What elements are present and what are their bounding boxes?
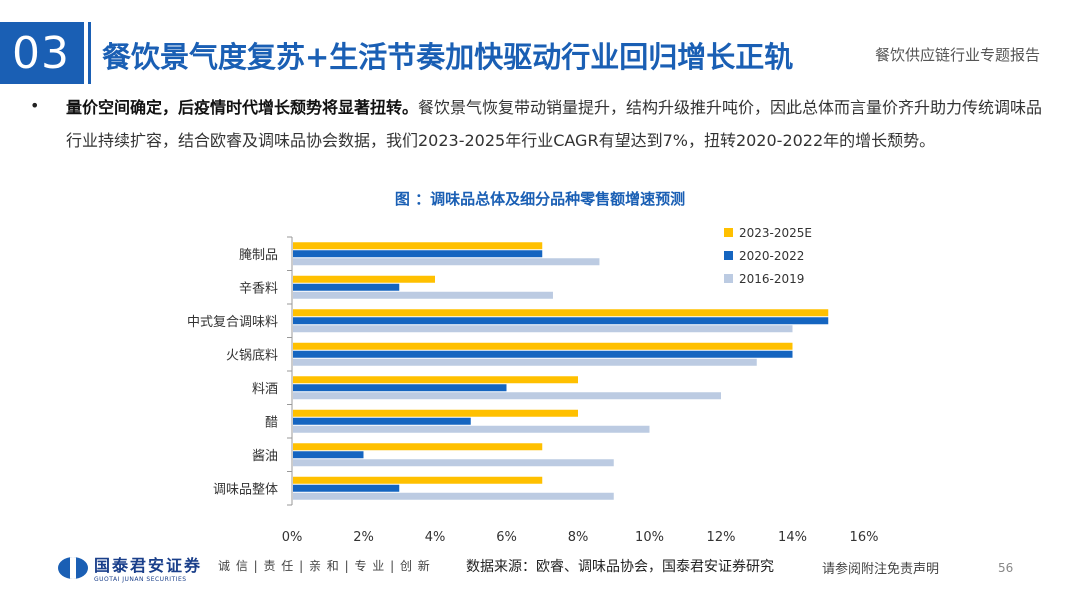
- bar-2023-2025E: [293, 242, 543, 250]
- x-tick-label: 12%: [707, 530, 736, 545]
- bar-2023-2025E: [293, 376, 578, 384]
- category-label: 调味品整体: [213, 482, 278, 497]
- data-source: 数据来源：欧睿、调味品协会，国泰君安证券研究: [466, 559, 774, 575]
- bar-2020-2022: [293, 317, 829, 325]
- legend-label: 2023-2025E: [739, 226, 812, 240]
- legend-swatch: [724, 251, 733, 260]
- body-paragraph: 量价空间确定，后疫情时代增长颓势将显著扭转。餐饮景气恢复带动销量提升，结构升级推…: [66, 91, 1056, 157]
- disclaimer-link: 请参阅附注免责声明: [822, 562, 940, 577]
- bullet-dot: •: [30, 96, 40, 115]
- company-logo: 国泰君安证券 GUOTAI JUNAN SECURITIES: [58, 552, 202, 583]
- category-label: 火锅底料: [226, 347, 278, 363]
- report-name: 餐饮供应链行业专题报告: [874, 46, 1040, 64]
- bar-2020-2022: [293, 417, 471, 425]
- bar-2023-2025E: [293, 309, 829, 317]
- bar-2023-2025E: [293, 476, 543, 484]
- bar-2016-2019: [293, 358, 757, 366]
- x-tick-label: 14%: [778, 530, 807, 545]
- bar-2016-2019: [293, 392, 721, 400]
- body-sentence: 餐饮景气恢复带动销量提升，结构升级推升吨价，因此总体而言量价齐升助力传统调味品行…: [66, 98, 1043, 150]
- legend-swatch: [724, 228, 733, 237]
- bar-2016-2019: [293, 425, 650, 433]
- lead-sentence: 量价空间确定，后疫情时代增长颓势将显著扭转。: [66, 98, 419, 117]
- bar-2023-2025E: [293, 275, 435, 283]
- bar-2020-2022: [293, 484, 400, 492]
- category-label: 料酒: [252, 382, 278, 397]
- legend-label: 2020-2022: [739, 249, 804, 263]
- logo-emblem-icon: [58, 556, 88, 579]
- bar-2023-2025E: [293, 409, 578, 417]
- bar-2020-2022: [293, 350, 793, 358]
- category-label: 酱油: [252, 449, 278, 464]
- bar-2023-2025E: [293, 443, 543, 451]
- logo-name-en: GUOTAI JUNAN SECURITIES: [94, 576, 187, 583]
- page-title: 餐饮景气度复苏+生活节奏加快驱动行业回归增长正轨: [102, 40, 794, 74]
- bar-2020-2022: [293, 283, 400, 291]
- bar-2016-2019: [293, 258, 600, 266]
- bar-2020-2022: [293, 250, 543, 258]
- legend-label: 2016-2019: [739, 272, 804, 286]
- page-number: 56: [998, 561, 1014, 575]
- bar-2016-2019: [293, 459, 614, 467]
- company-motto: 诚 信 | 责 任 | 亲 和 | 专 业 | 创 新: [218, 559, 431, 573]
- bar-2016-2019: [293, 325, 793, 333]
- category-label: 中式复合调味料: [187, 315, 278, 330]
- bar-2020-2022: [293, 384, 507, 392]
- section-number-badge: [0, 22, 84, 84]
- category-label: 醋: [265, 414, 278, 430]
- legend-swatch: [724, 274, 733, 283]
- bar-2020-2022: [293, 451, 364, 459]
- bar-2016-2019: [293, 291, 553, 299]
- category-label: 辛香料: [239, 281, 278, 296]
- bar-2023-2025E: [293, 342, 793, 350]
- chart-title: 图 ：调味品总体及细分品种零售额增速预测: [394, 190, 686, 208]
- x-tick-label: 8%: [568, 530, 589, 545]
- x-tick-label: 16%: [850, 530, 879, 545]
- category-label: 腌制品: [239, 248, 278, 263]
- x-tick-label: 2%: [353, 530, 374, 545]
- logo-name-cn: 国泰君安证券: [94, 556, 203, 575]
- x-tick-label: 10%: [635, 530, 664, 545]
- x-tick-label: 0%: [282, 530, 303, 545]
- header-divider: [88, 22, 91, 84]
- x-tick-label: 6%: [496, 530, 517, 545]
- bar-2016-2019: [293, 492, 614, 500]
- section-number: 03: [12, 28, 70, 79]
- x-tick-label: 4%: [425, 530, 446, 545]
